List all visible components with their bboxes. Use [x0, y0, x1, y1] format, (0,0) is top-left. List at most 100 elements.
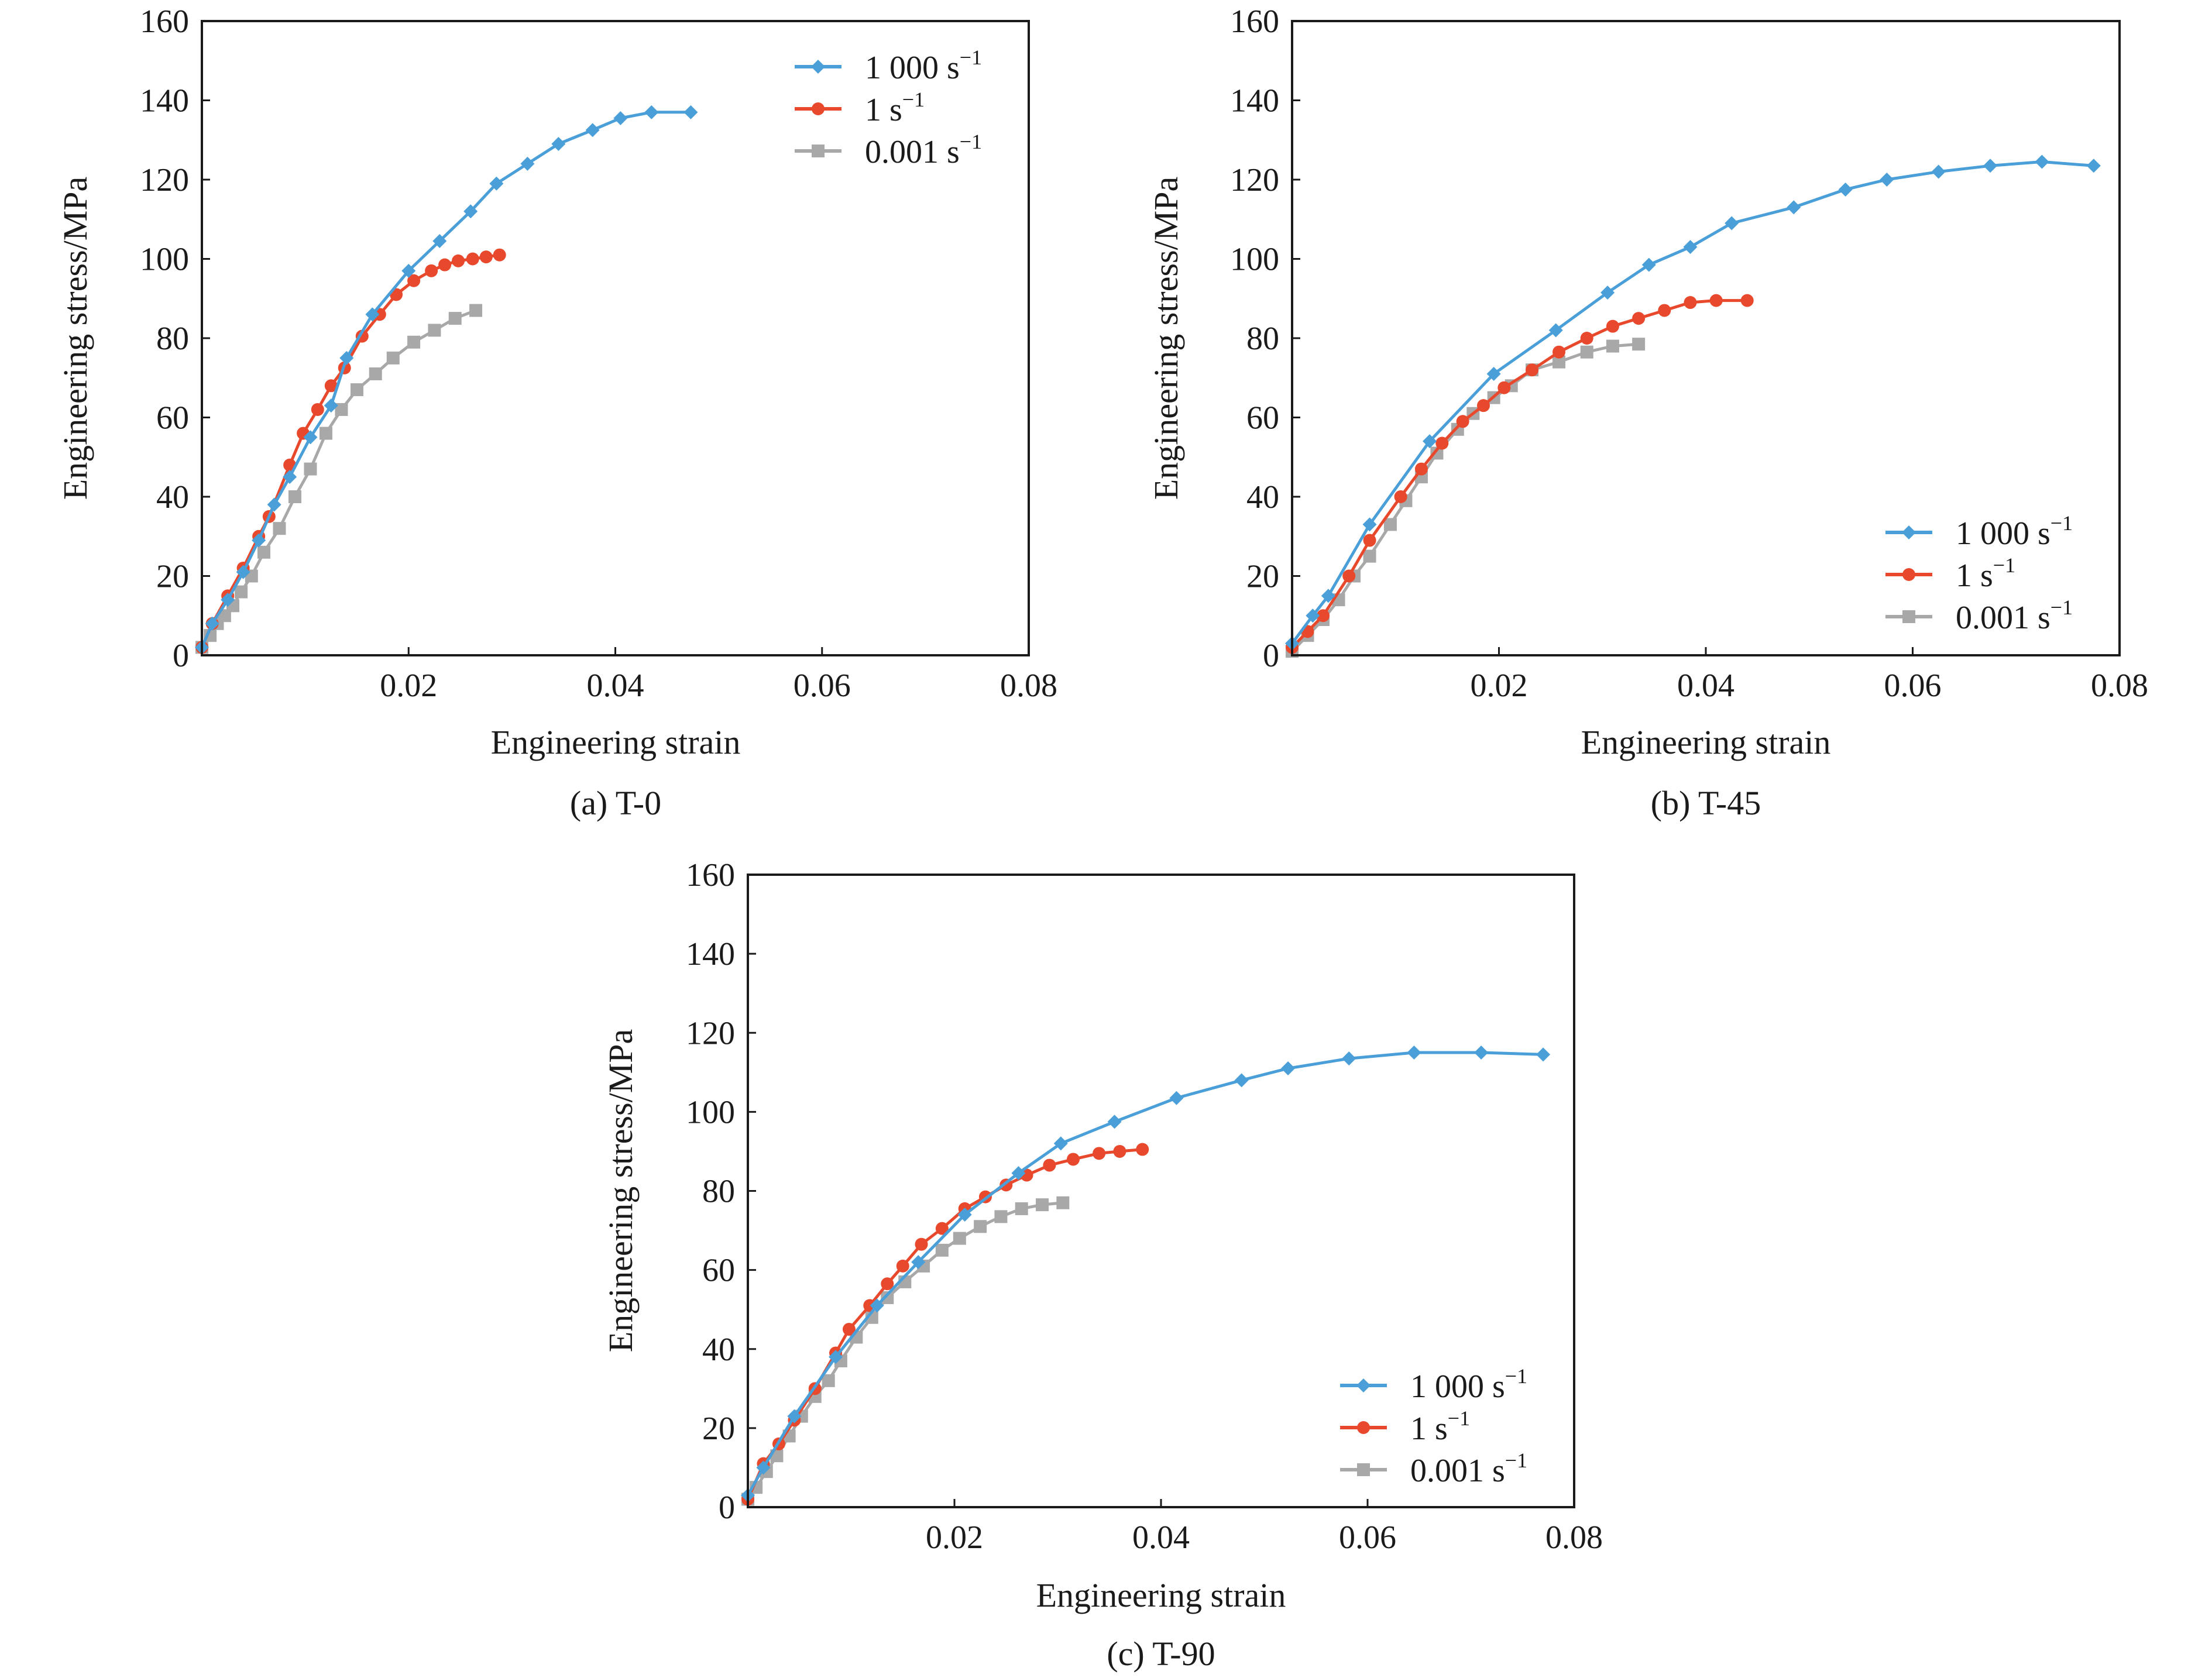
data-point-diamond [520, 156, 535, 171]
data-point-square [994, 1210, 1008, 1223]
x-tick-label: 0.04 [587, 668, 644, 704]
data-point-diamond [1983, 159, 1998, 173]
data-point-diamond [1407, 1046, 1421, 1060]
data-point-circle [1552, 345, 1566, 359]
legend-label: 1 s−1 [1956, 553, 2015, 594]
data-point-circle [1497, 381, 1511, 394]
data-point-circle [1066, 1153, 1080, 1166]
x-tick-label: 0.08 [1000, 668, 1057, 704]
panel-c-legend: 1 000 s−1 1 s−1 0.001 s−1 [1340, 1364, 1527, 1489]
data-point-square [1580, 345, 1593, 359]
y-tick-label: 100 [686, 1094, 735, 1130]
legend-square-marker [812, 145, 825, 157]
data-point-circle [1363, 534, 1376, 547]
x-tick-label: 0.04 [1677, 668, 1734, 704]
y-tick-label: 120 [686, 1015, 735, 1051]
data-point-diamond [2035, 154, 2049, 169]
legend-item-1000: 1 000 s−1 [1340, 1364, 1527, 1405]
data-point-circle [1136, 1143, 1149, 1156]
data-point-diamond [829, 1350, 843, 1364]
panel-c-series-group [741, 1046, 1551, 1506]
y-tick-label: 140 [686, 936, 735, 972]
data-point-square [448, 312, 462, 325]
data-point-diamond [221, 593, 235, 607]
data-point-square [822, 1374, 835, 1387]
data-point-circle [1342, 569, 1356, 583]
legend-label-text: 1 000 s [865, 50, 960, 86]
data-point-square [257, 545, 270, 559]
data-point-diamond [1234, 1073, 1249, 1088]
data-point-square [953, 1232, 966, 1245]
y-tick-label: 60 [1246, 400, 1279, 436]
data-point-square [974, 1220, 987, 1233]
data-point-diamond [1536, 1047, 1551, 1062]
data-point-diamond [236, 565, 250, 579]
data-point-circle [1658, 304, 1671, 317]
legend-circle-marker [1357, 1421, 1370, 1434]
legend-label: 1 000 s−1 [1956, 511, 2073, 552]
data-point-diamond [324, 398, 338, 413]
y-tick-label: 120 [1230, 162, 1279, 198]
data-point-circle [842, 1322, 856, 1336]
data-point-square [1552, 355, 1566, 369]
legend-label-text: 0.001 s [1956, 600, 2050, 636]
data-point-square [935, 1243, 949, 1257]
data-point-square [335, 403, 348, 416]
data-point-circle [881, 1277, 894, 1291]
legend-diamond-marker [811, 60, 825, 74]
legend-label: 1 000 s−1 [865, 46, 982, 86]
legend-label-text: 1 s [865, 92, 902, 128]
x-tick-label: 0.02 [1471, 668, 1528, 704]
data-point-square [469, 304, 483, 317]
legend-diamond-marker [1356, 1378, 1371, 1392]
data-point-square [273, 522, 286, 535]
legend-item-0001: 0.001 s−1 [795, 130, 982, 170]
data-point-square [881, 1291, 894, 1304]
data-point-diamond [401, 263, 416, 278]
legend-item-1000: 1 000 s−1 [1885, 511, 2073, 552]
y-tick-label: 100 [1230, 242, 1279, 278]
data-point-diamond [1486, 366, 1501, 381]
legend-label-exponent: −1 [902, 88, 925, 111]
panel-a-plot-background [202, 21, 1029, 655]
panel-c-plot-background [748, 875, 1574, 1507]
panel-a-y-ticks: 0 20 40 60 80 100 120 140 160 [140, 4, 210, 674]
panel-b-legend: 1 000 s−1 1 s−1 0.001 s−1 [1885, 511, 2073, 636]
y-tick-label: 160 [1230, 4, 1279, 40]
data-point-circle [935, 1222, 949, 1235]
data-point-diamond [551, 137, 566, 152]
panel-b-y-ticks: 0 20 40 60 80 100 120 140 160 [1230, 4, 1300, 674]
panel-a-legend: 1 000 s−1 1 s−1 0.001 s−1 [795, 46, 982, 170]
data-point-diamond [1548, 323, 1563, 338]
legend-square-marker [1902, 610, 1915, 623]
data-point-circle [311, 403, 324, 416]
panel-b-plot-background [1292, 21, 2120, 655]
y-tick-label: 40 [702, 1332, 735, 1368]
data-point-diamond [205, 616, 219, 631]
data-point-circle [466, 252, 479, 266]
data-point-diamond [1880, 173, 1894, 187]
data-point-circle [1580, 332, 1593, 345]
y-tick-label: 20 [156, 559, 189, 595]
data-point-circle [1476, 399, 1490, 412]
data-point-diamond [911, 1255, 926, 1270]
data-point-circle [493, 248, 506, 262]
legend-label: 1 s−1 [1410, 1407, 1470, 1447]
legend-label: 0.001 s−1 [1956, 596, 2073, 636]
panel-c-x-axis-label: Engineering strain [1036, 1576, 1286, 1614]
data-point-square [319, 427, 332, 440]
panel-a-plot-area [195, 20, 1030, 656]
data-point-circle [1414, 462, 1428, 476]
x-tick-label: 0.02 [380, 668, 437, 704]
x-tick-label: 0.06 [1884, 668, 1942, 704]
legend-label-text: 1 000 s [1956, 515, 2050, 552]
data-point-square [304, 462, 317, 476]
data-point-diamond [787, 1409, 802, 1423]
legend-label: 0.001 s−1 [1410, 1449, 1527, 1489]
data-point-diamond [489, 176, 504, 191]
data-point-diamond [1362, 517, 1377, 532]
data-point-square [288, 490, 301, 503]
data-point-square [218, 609, 231, 623]
data-point-diamond [756, 1460, 771, 1475]
panel-b-x-ticks: 0.02 0.04 0.06 0.08 [1471, 647, 2148, 704]
